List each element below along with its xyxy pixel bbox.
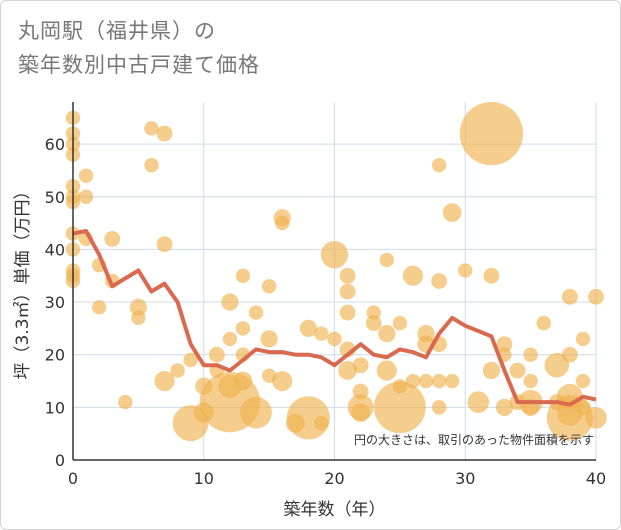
data-point	[496, 336, 513, 353]
data-point	[78, 189, 94, 204]
data-point	[561, 288, 578, 305]
y-tick-label: 60	[45, 135, 65, 154]
x-tick-label: 30	[455, 469, 475, 488]
data-point	[366, 305, 381, 320]
data-point	[444, 373, 460, 389]
data-point	[314, 415, 329, 431]
data-point	[299, 319, 317, 338]
chart-title: 丸岡駅（福井県）の 築年数別中古戸建て価格	[18, 19, 260, 77]
data-point	[352, 383, 369, 400]
data-point	[272, 370, 293, 392]
data-point	[365, 315, 382, 332]
data-point	[442, 203, 462, 222]
y-tick-label: 0	[55, 451, 65, 470]
data-point	[378, 325, 396, 343]
data-point	[561, 346, 578, 363]
data-point	[575, 399, 591, 416]
data-point	[129, 298, 148, 316]
data-point	[240, 396, 272, 429]
data-point	[222, 331, 238, 347]
x-tick-label: 40	[586, 469, 606, 488]
axes	[72, 102, 596, 461]
data-point	[392, 315, 408, 331]
data-point	[91, 300, 107, 315]
data-point	[431, 373, 447, 389]
data-point	[418, 373, 434, 389]
y-tick-label: 50	[45, 188, 65, 207]
x-tick-label: 10	[194, 469, 214, 488]
data-point	[78, 168, 94, 183]
data-point	[431, 400, 447, 415]
data-point	[314, 326, 329, 341]
data-point	[235, 321, 251, 336]
data-point	[392, 379, 408, 394]
data-point	[376, 360, 397, 381]
data-point	[104, 230, 121, 247]
data-point	[575, 373, 591, 389]
data-point	[402, 265, 424, 286]
y-tick-label: 30	[45, 293, 65, 312]
y-tick-label: 10	[45, 398, 65, 417]
data-point	[156, 236, 173, 253]
data-point	[235, 268, 251, 283]
data-point	[405, 373, 421, 389]
data-point	[458, 263, 473, 278]
y-tick-label: 40	[45, 240, 65, 259]
data-point	[233, 371, 253, 391]
data-point	[154, 370, 175, 392]
data-point	[195, 377, 213, 395]
data-point	[459, 101, 524, 166]
data-point	[585, 407, 607, 429]
y-axis-title: 坪（3.3㎡）単価（万円）	[13, 182, 33, 379]
tick-labels: 0 10 20 30 40 0 10 20 30 40 50 60	[45, 135, 607, 488]
data-point	[523, 373, 538, 389]
data-point	[482, 361, 501, 380]
x-tick-label: 0	[68, 469, 78, 488]
y-tick-label: 20	[45, 346, 65, 365]
size-annotation: 円の大きさは、取引のあった物件面積を示す	[354, 432, 594, 447]
data-point	[144, 121, 159, 136]
data-point	[285, 413, 305, 433]
data-point	[144, 157, 159, 173]
data-point	[536, 315, 551, 331]
data-point	[221, 293, 239, 311]
data-point	[261, 368, 277, 383]
data-point	[275, 215, 290, 231]
data-point	[509, 362, 526, 379]
data-point	[339, 267, 356, 284]
data-point	[373, 381, 426, 434]
data-point	[193, 402, 214, 423]
data-point	[523, 347, 538, 362]
data-point	[575, 331, 591, 347]
data-point	[339, 283, 356, 300]
data-point	[338, 361, 357, 380]
bubble-series	[65, 101, 607, 442]
data-point	[431, 273, 448, 289]
data-point	[352, 357, 369, 374]
x-tick-label: 20	[324, 469, 344, 488]
data-point	[431, 157, 447, 173]
data-point	[156, 125, 173, 142]
data-point	[339, 304, 356, 321]
data-point	[320, 240, 349, 269]
data-point	[544, 352, 570, 378]
data-point	[495, 398, 514, 416]
data-point	[483, 267, 500, 284]
data-point	[260, 330, 278, 348]
data-point	[467, 391, 490, 413]
data-point	[208, 346, 225, 363]
data-point	[131, 310, 146, 326]
data-point	[379, 252, 394, 268]
trend-line	[72, 229, 597, 407]
data-point	[248, 305, 264, 320]
data-point	[588, 288, 604, 305]
data-point	[183, 352, 198, 368]
data-point	[261, 279, 277, 294]
data-point	[351, 403, 371, 422]
data-point	[170, 363, 185, 378]
data-point	[327, 331, 342, 347]
x-axis-title: 築年数（年）	[284, 500, 386, 520]
data-point	[118, 394, 133, 410]
